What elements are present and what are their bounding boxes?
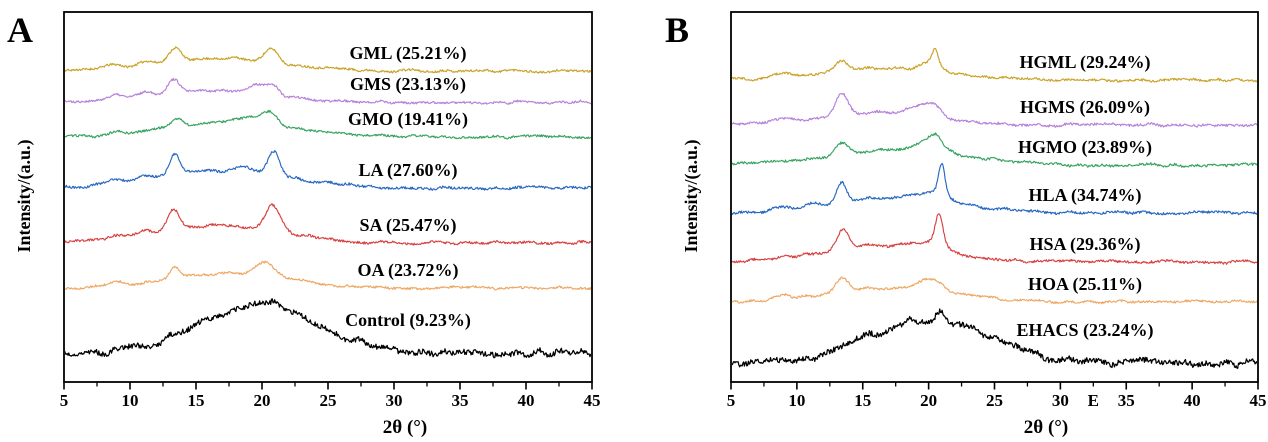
axis-annotation-text: E — [1088, 391, 1099, 410]
series-curve-hsa — [732, 213, 1257, 265]
series-curve-hoa — [732, 276, 1257, 305]
x-tick-label: 15 — [854, 391, 871, 410]
series-label-gms: GMS (23.13%) — [350, 74, 466, 95]
series-curve-hgml — [732, 47, 1257, 83]
x-tick-label: 10 — [788, 391, 805, 410]
series-curve-hgms — [732, 92, 1257, 128]
x-tick-label: 25 — [986, 391, 1003, 410]
series-label-ehacs: EHACS (23.24%) — [1016, 320, 1153, 341]
x-tick-label: 5 — [727, 391, 736, 410]
x-tick-label: 45 — [1250, 391, 1267, 410]
series-label-gml: GML (25.21%) — [350, 43, 467, 64]
series-curve-hgmo — [732, 132, 1257, 168]
series-curve-sa — [65, 203, 591, 246]
series-curve-oa — [65, 260, 591, 291]
series-label-control: Control (9.23%) — [345, 310, 471, 331]
series-label-gmo: GMO (19.41%) — [348, 109, 468, 130]
series-label-hgms: HGMS (26.09%) — [1020, 97, 1150, 118]
y-axis-label: Intensity/(a.u.) — [14, 139, 35, 252]
curves-group — [65, 46, 591, 359]
x-axis-label: 2θ (°) — [1024, 417, 1068, 438]
series-label-sa: SA (25.47%) — [359, 215, 456, 236]
x-tick-label: 35 — [1118, 391, 1135, 410]
x-tick-label: 20 — [920, 391, 937, 410]
x-tick-label: 40 — [518, 391, 535, 410]
series-label-hla: HLA (34.74%) — [1028, 185, 1141, 206]
series-curve-control — [65, 298, 591, 359]
panel-letter-b: B — [665, 10, 689, 50]
plot-frame — [730, 11, 1259, 383]
x-tick-label: 20 — [254, 391, 271, 410]
series-label-hoa: HOA (25.11%) — [1028, 274, 1142, 295]
series-curve-la — [65, 150, 591, 191]
x-tick-label: 10 — [122, 391, 139, 410]
x-tick-label: 5 — [60, 391, 69, 410]
x-tick-label: 40 — [1184, 391, 1201, 410]
series-label-hgml: HGML (29.24%) — [1020, 52, 1151, 73]
x-tick-label: 30 — [1052, 391, 1069, 410]
curves-group — [732, 47, 1257, 369]
x-tick-label: 15 — [188, 391, 205, 410]
series-label-hgmo: HGMO (23.89%) — [1018, 137, 1152, 158]
series-curve-ehacs — [732, 308, 1257, 369]
series-label-la: LA (27.60%) — [359, 160, 458, 181]
x-tick-label: 30 — [386, 391, 403, 410]
series-curve-gml — [65, 46, 591, 74]
series-curve-hla — [732, 162, 1257, 216]
series-curve-gmo — [65, 109, 591, 140]
x-tick-label: 45 — [584, 391, 601, 410]
panel-b: B Intensity/(a.u.) 2θ (°) HGML (29.24%) HGMS… — [665, 10, 1267, 438]
series-label-hsa: HSA (29.36%) — [1029, 234, 1140, 255]
series-curve-gms — [65, 77, 591, 105]
x-axis-label: 2θ (°) — [383, 417, 427, 438]
series-label-oa: OA (23.72%) — [358, 260, 459, 281]
x-tick-label: 25 — [320, 391, 337, 410]
y-axis-label: Intensity/(a.u.) — [681, 139, 702, 252]
x-tick-label: 35 — [452, 391, 469, 410]
panel-a: A Intensity/(a.u.) 2θ (°) GML (25.21%) GMS (… — [7, 10, 601, 438]
panel-letter-a: A — [7, 10, 33, 50]
